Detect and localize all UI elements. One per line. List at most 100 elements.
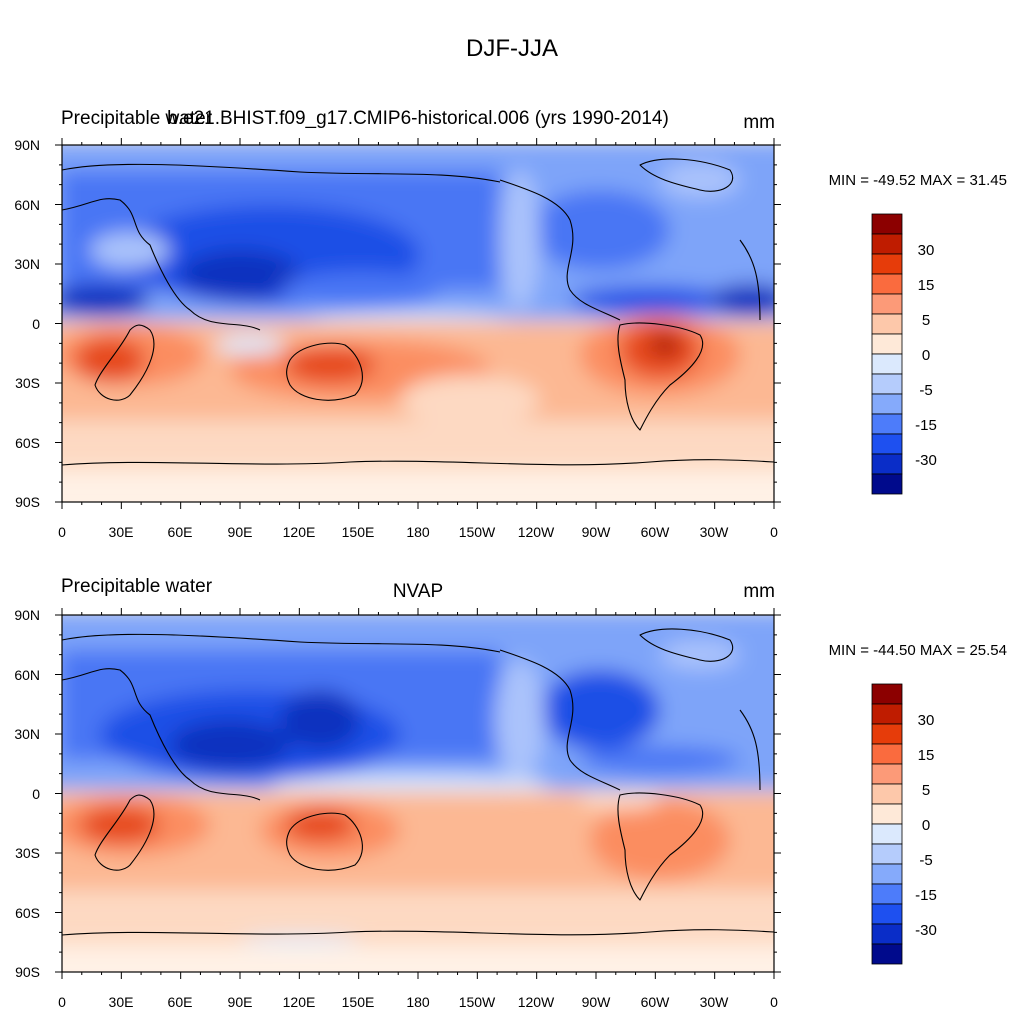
colorbar-swatch [871, 723, 903, 745]
colorbar-swatch [871, 333, 903, 355]
lat-tick-label: 90S [15, 494, 40, 510]
colorbar-label: 0 [922, 817, 930, 834]
lon-tick-label: 60W [641, 524, 671, 540]
panel-1-units: mm [743, 112, 775, 133]
lat-tick-label: 0 [32, 786, 40, 802]
colorbar-swatch [871, 743, 903, 765]
panel-1-stats: MIN = -49.52 MAX = 31.45 [829, 172, 1007, 189]
colorbar-swatch [871, 373, 903, 395]
panel-2-colorbar-labels: 30 15 5 0 -5 -15 -30 [915, 712, 937, 939]
figure-title: DJF-JJA [466, 35, 558, 62]
lat-tick-label: 30N [14, 256, 40, 272]
lat-tick-label: 90S [15, 964, 40, 980]
lat-tick-label: 60S [15, 905, 40, 921]
colorbar-label: -15 [915, 887, 937, 904]
panel-2: Precipitable water NVAP mm [14, 576, 1007, 1010]
panel-2-map [62, 615, 774, 972]
panel-2-stats: MIN = -44.50 MAX = 25.54 [829, 642, 1007, 659]
colorbar-swatch [871, 903, 903, 925]
colorbar-swatch [871, 253, 903, 275]
colorbar-swatch [871, 843, 903, 865]
colorbar-label: -30 [915, 452, 937, 469]
colorbar-swatch [871, 803, 903, 825]
colorbar-swatch [871, 433, 903, 455]
colorbar-swatch [871, 213, 903, 235]
panel-1-lat-tick-labels: 90N 60N 30N 0 30S 60S 90S [14, 137, 40, 510]
lon-tick-label: 150W [459, 994, 496, 1010]
panel-1-colorbar-labels: 30 15 5 0 -5 -15 -30 [915, 242, 937, 469]
lat-tick-label: 30S [15, 845, 40, 861]
colorbar-swatch [871, 703, 903, 725]
panel-2-center-title: NVAP [393, 581, 443, 602]
lon-tick-label: 30E [109, 994, 134, 1010]
colorbar-label: -5 [919, 852, 932, 869]
lat-tick-label: 0 [32, 316, 40, 332]
lon-tick-label: 120E [283, 524, 316, 540]
colorbar-label: 30 [918, 712, 935, 729]
lon-tick-label: 0 [770, 524, 778, 540]
colorbar-swatch [871, 883, 903, 905]
colorbar-label: 30 [918, 242, 935, 259]
colorbar-swatch [871, 823, 903, 845]
colorbar-swatch [871, 413, 903, 435]
colorbar-swatch [871, 783, 903, 805]
colorbar-swatch [871, 863, 903, 885]
panel-1-ticks [55, 138, 781, 509]
colorbar-label: 5 [922, 312, 930, 329]
panel-1-lon-tick-labels: 0 30E 60E 90E 120E 150E 180 150W 120W 90… [58, 524, 778, 540]
lat-tick-label: 60N [14, 667, 40, 683]
lon-tick-label: 60E [168, 994, 193, 1010]
panel-2-colorbar [871, 683, 903, 965]
colorbar-swatch [871, 473, 903, 495]
lon-tick-label: 30W [700, 994, 730, 1010]
lon-tick-label: 180 [406, 994, 430, 1010]
lon-tick-label: 0 [58, 524, 66, 540]
panel-2-lon-tick-labels: 0 30E 60E 90E 120E 150E 180 150W 120W 90… [58, 994, 778, 1010]
colorbar-swatch [871, 763, 903, 785]
lat-tick-label: 90N [14, 607, 40, 623]
colorbar-swatch [871, 353, 903, 375]
lon-tick-label: 90W [582, 524, 612, 540]
colorbar-swatch [871, 943, 903, 965]
lon-tick-label: 0 [58, 994, 66, 1010]
lat-tick-label: 90N [14, 137, 40, 153]
colorbar-label: 0 [922, 347, 930, 364]
lon-tick-label: 180 [406, 524, 430, 540]
panel-2-lat-tick-labels: 90N 60N 30N 0 30S 60S 90S [14, 607, 40, 980]
panel-1: Precipitable water b.e21.BHIST.f09_g17.C… [14, 108, 1007, 540]
colorbar-swatch [871, 313, 903, 335]
tick-marks [55, 608, 781, 979]
colorbar-swatch [871, 293, 903, 315]
colorbar-label: -5 [919, 382, 932, 399]
lon-tick-label: 150E [342, 994, 375, 1010]
lon-tick-label: 0 [770, 994, 778, 1010]
lon-tick-label: 30W [700, 524, 730, 540]
lon-tick-label: 30E [109, 524, 134, 540]
lat-tick-label: 60S [15, 435, 40, 451]
lat-tick-label: 30S [15, 375, 40, 391]
panel-1-left-title: Precipitable water [61, 108, 213, 129]
colorbar-label: 5 [922, 782, 930, 799]
lon-tick-label: 150E [342, 524, 375, 540]
lon-tick-label: 90E [228, 524, 253, 540]
tick-marks [55, 138, 781, 509]
panel-2-units: mm [743, 581, 775, 602]
panel-2-left-title: Precipitable water [61, 576, 213, 597]
panel-1-colorbar [871, 213, 903, 495]
lon-tick-label: 120E [283, 994, 316, 1010]
lat-tick-label: 30N [14, 726, 40, 742]
colorbar-swatch [871, 683, 903, 705]
lon-tick-label: 90E [228, 994, 253, 1010]
colorbar-label: -30 [915, 922, 937, 939]
colorbar-label: 15 [918, 747, 935, 764]
panel-1-center-title: b.e21.BHIST.f09_g17.CMIP6-historical.006… [167, 108, 669, 129]
lat-tick-label: 60N [14, 197, 40, 213]
panel-2-ticks [55, 608, 781, 979]
colorbar-label: 15 [918, 277, 935, 294]
lon-tick-label: 90W [582, 994, 612, 1010]
lon-tick-label: 60W [641, 994, 671, 1010]
colorbar-label: -15 [915, 417, 937, 434]
lon-tick-label: 120W [518, 994, 555, 1010]
colorbar-swatch [871, 453, 903, 475]
